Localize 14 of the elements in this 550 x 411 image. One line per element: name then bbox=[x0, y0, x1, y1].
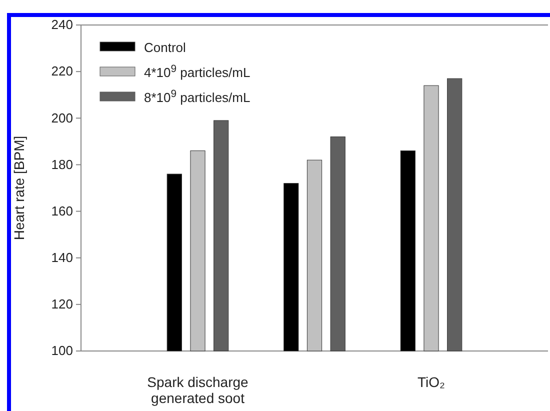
y-tick-label: 240 bbox=[51, 17, 73, 32]
x-tick-label: TiO₂ bbox=[418, 374, 445, 390]
y-tick-label: 220 bbox=[51, 64, 73, 79]
legend-label: 4*10$^{9}$ particles/mL bbox=[144, 64, 250, 80]
y-tick-label: 200 bbox=[51, 110, 73, 126]
x-tick-label: Spark discharge generated soot bbox=[147, 374, 249, 406]
legend-label: 8*10$^{9}$ particles/mL bbox=[144, 88, 250, 105]
y-tick-label: 100 bbox=[51, 343, 73, 358]
y-axis-title: Heart rate [BPM] bbox=[11, 136, 27, 240]
y-tick-label: 180 bbox=[51, 156, 73, 172]
y-tick-label: 120 bbox=[51, 296, 73, 312]
y-tick-label: 140 bbox=[51, 250, 73, 266]
y-tick-label: 160 bbox=[51, 203, 73, 218]
legend-label: Control bbox=[144, 40, 186, 55]
